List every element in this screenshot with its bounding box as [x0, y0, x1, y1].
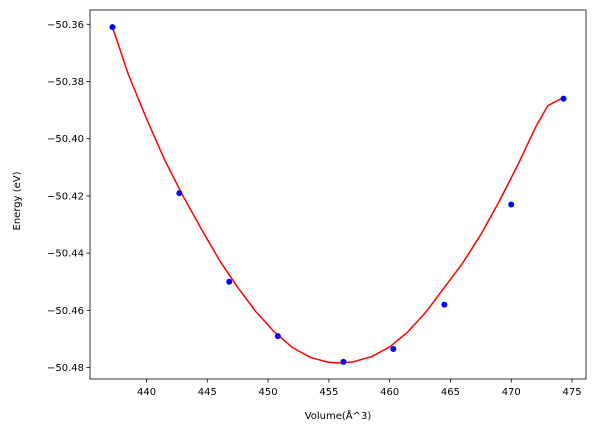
data-point-3: [226, 278, 233, 285]
x-tick-label: 465: [441, 387, 460, 398]
plot-frame: [89, 9, 587, 380]
data-point-2: [176, 190, 183, 197]
data-point-1: [109, 24, 116, 31]
y-tick-label: −50.44: [47, 249, 84, 260]
x-tick-label: 470: [502, 387, 521, 398]
x-tick-label: 445: [198, 387, 217, 398]
data-point-9: [560, 95, 567, 102]
x-tick-label: 475: [562, 387, 581, 398]
axes: 440 445 450 455 460 465 470 475 −50.48 −50.46 −50.…: [47, 9, 587, 398]
y-tick-label: −50.40: [47, 134, 84, 145]
y-tick-label: −50.42: [47, 191, 84, 202]
data-point-4: [274, 333, 281, 340]
x-tick-label: 440: [137, 387, 156, 398]
data-point-7: [441, 301, 448, 308]
x-axis-label: Volume(Å^3): [305, 409, 372, 422]
x-tick-label: 450: [259, 387, 278, 398]
data-point-6: [390, 345, 397, 352]
y-tick-label: −50.38: [47, 77, 84, 88]
y-tick-label: −50.48: [47, 363, 84, 374]
x-tick-label: 455: [319, 387, 338, 398]
plot-area: [109, 24, 567, 365]
y-axis-label: Energy (eV): [12, 171, 23, 230]
y-tick-label: −50.46: [47, 306, 84, 317]
x-tick-label: 460: [380, 387, 399, 398]
data-point-5: [340, 358, 347, 365]
y-tick-label: −50.36: [47, 20, 84, 31]
data-point-8: [508, 201, 515, 208]
